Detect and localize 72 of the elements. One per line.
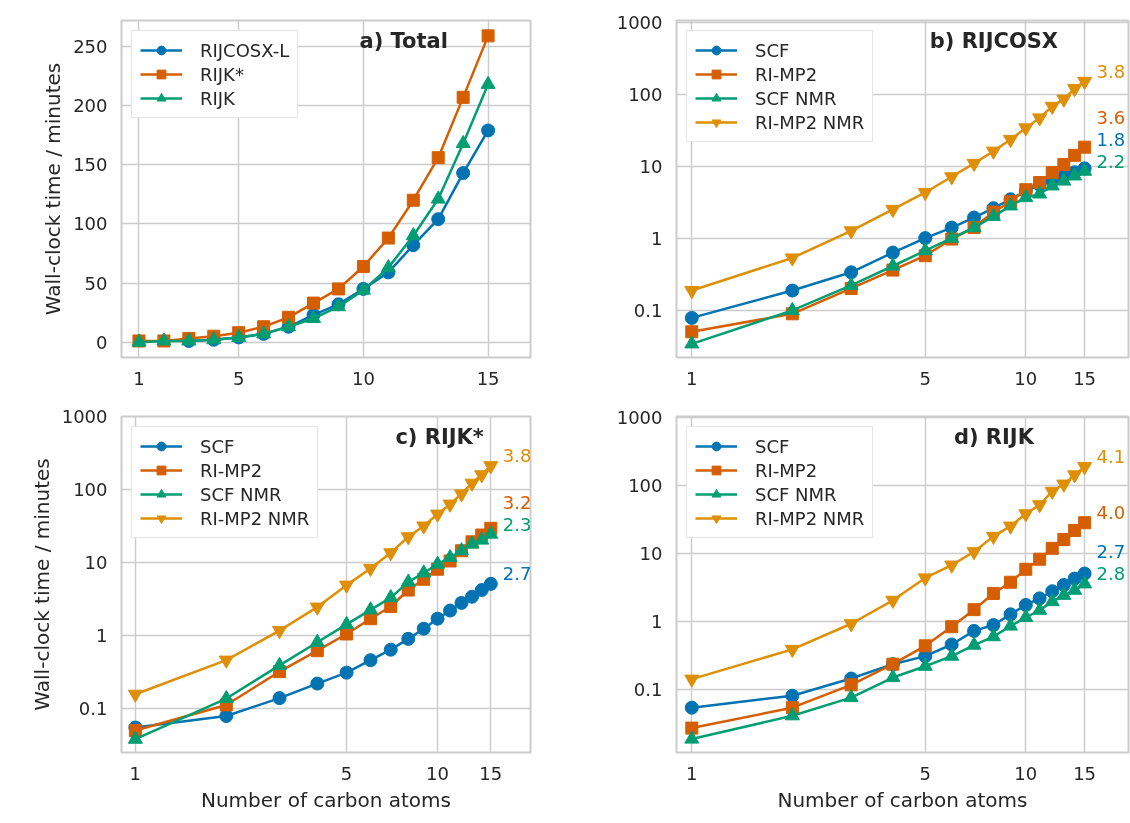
x-tick-label: 15 xyxy=(479,762,503,784)
legend-label: RIJCOSX-L xyxy=(200,39,290,61)
chart-title: a) Total xyxy=(359,28,448,53)
legend-label: RI-MP2 xyxy=(755,459,818,481)
legend-label: RI-MP2 xyxy=(200,459,263,481)
annotation: 2.3 xyxy=(502,513,532,535)
annotation: 2.2 xyxy=(1096,150,1126,172)
x-axis-title: Number of carbon atoms xyxy=(201,787,452,812)
annotation: 3.6 xyxy=(1096,106,1126,128)
x-tick-label: 5 xyxy=(919,762,931,784)
x-tick-label: 15 xyxy=(1073,367,1097,389)
annotation: 3.8 xyxy=(1096,60,1126,82)
y-tick-label: 250 xyxy=(73,36,108,58)
legend-label: RI-MP2 xyxy=(755,63,818,85)
y-tick-label: 100 xyxy=(73,213,108,235)
legend-label: RIJK xyxy=(200,87,235,109)
y-tick-label: 10 xyxy=(84,552,108,574)
y-tick-label: 100 xyxy=(628,83,663,105)
legend-label: SCF xyxy=(755,435,790,457)
y-tick-label: 150 xyxy=(73,154,108,176)
y-tick-label: 1000 xyxy=(61,406,108,427)
legend-label: SCF xyxy=(200,435,235,457)
x-tick-label: 10 xyxy=(351,367,375,389)
legend-label: SCF NMR xyxy=(200,483,282,505)
x-tick-label: 1 xyxy=(686,367,698,389)
x-tick-label: 10 xyxy=(1014,762,1038,784)
legend-label: RI-MP2 NMR xyxy=(200,507,310,529)
y-tick-label: 10 xyxy=(639,155,663,177)
x-tick-label: 10 xyxy=(426,762,450,784)
x-tick-label: 1 xyxy=(686,762,698,784)
annotation: 3.2 xyxy=(502,491,532,513)
annotation: 2.7 xyxy=(1096,541,1126,563)
y-tick-label: 200 xyxy=(73,95,108,117)
y-tick-label: 0 xyxy=(96,331,108,353)
y-tick-label: 1 xyxy=(96,625,108,647)
y-tick-label: 1000 xyxy=(616,11,663,33)
annotation: 2.7 xyxy=(502,563,532,585)
legend-label: SCF NMR xyxy=(755,87,837,109)
annotation: 4.0 xyxy=(1096,502,1126,524)
legend-label: RI-MP2 NMR xyxy=(755,111,865,133)
annotation: 1.8 xyxy=(1096,128,1126,150)
annotation: 2.8 xyxy=(1096,563,1126,585)
y-tick-label: 50 xyxy=(84,272,108,294)
y-tick-label: 1 xyxy=(651,227,663,249)
chart-title: d) RIJK xyxy=(953,424,1035,449)
y-tick-label: 0.1 xyxy=(633,678,663,700)
y-tick-label: 100 xyxy=(628,475,663,497)
y-axis-title: Wall-clock time / minutes xyxy=(41,62,66,316)
x-tick-label: 1 xyxy=(129,762,142,784)
y-tick-label: 0.1 xyxy=(633,299,663,321)
legend-label: SCF xyxy=(755,39,790,61)
y-tick-label: 10 xyxy=(639,543,663,565)
x-tick-label: 15 xyxy=(1073,762,1097,784)
y-tick-label: 1 xyxy=(651,611,663,633)
x-axis-title: Number of carbon atoms xyxy=(777,787,1028,812)
y-tick-label: 1000 xyxy=(616,407,663,429)
x-tick-label: 15 xyxy=(476,367,500,389)
y-tick-label: 0.1 xyxy=(78,698,108,720)
chart-title: b) RIJCOSX xyxy=(929,28,1059,53)
x-tick-label: 5 xyxy=(232,367,245,389)
annotation: 4.1 xyxy=(1096,446,1126,468)
y-axis-title: Wall-clock time / minutes xyxy=(29,458,54,711)
legend-label: RIJK* xyxy=(200,63,244,85)
annotation: 3.8 xyxy=(502,445,532,467)
x-tick-label: 1 xyxy=(133,367,145,389)
x-tick-label: 5 xyxy=(919,367,931,389)
chart-title: c) RIJK* xyxy=(395,424,484,449)
x-tick-label: 5 xyxy=(340,762,353,784)
y-tick-label: 100 xyxy=(73,479,108,501)
legend-label: SCF NMR xyxy=(755,483,837,505)
legend-label: RI-MP2 NMR xyxy=(755,507,865,529)
x-tick-label: 10 xyxy=(1014,367,1038,389)
